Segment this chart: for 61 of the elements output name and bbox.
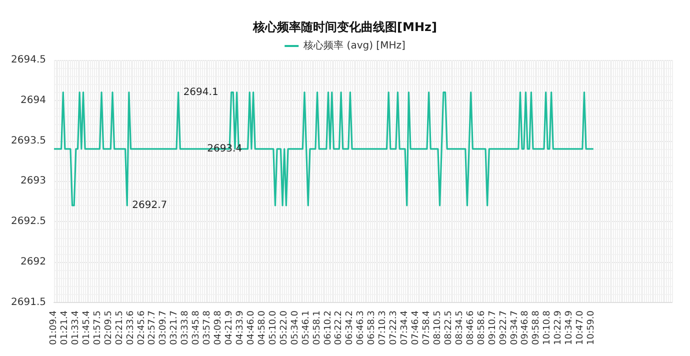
x-tick-label: 07:10.3 bbox=[378, 310, 388, 346]
x-tick-label: 08:10.5 bbox=[432, 310, 443, 346]
x-tick-label: 02:21.5 bbox=[114, 310, 125, 346]
x-tick-label: 06:46.3 bbox=[356, 310, 366, 346]
chart-title: 核心频率随时间变化曲线图[MHz] bbox=[252, 20, 437, 34]
x-tick-label: 04:46.0 bbox=[246, 310, 256, 346]
x-tick-label: 08:58.6 bbox=[476, 310, 487, 346]
x-tick-label: 03:21.7 bbox=[170, 310, 180, 346]
x-tick-label: 04:21.9 bbox=[224, 310, 235, 346]
x-tick-label: 06:58.3 bbox=[367, 310, 378, 346]
data-label: 2694.1 bbox=[183, 86, 218, 98]
x-tick-label: 07:22.3 bbox=[389, 310, 400, 346]
x-tick-label: 10:47.0 bbox=[576, 310, 586, 346]
x-tick-label: 05:10.0 bbox=[268, 310, 278, 346]
x-tick-label: 08:22.5 bbox=[444, 310, 454, 346]
x-tick-label: 10:59.0 bbox=[586, 310, 597, 346]
x-tick-label: 02:33.6 bbox=[126, 310, 136, 346]
y-tick-label: 2693 bbox=[20, 176, 46, 187]
x-tick-label: 09:34.7 bbox=[510, 310, 520, 346]
x-tick-label: 01:21.4 bbox=[60, 310, 70, 346]
y-tick-label: 2691.5 bbox=[10, 296, 46, 308]
x-tick-label: 06:22.2 bbox=[334, 310, 344, 346]
x-tick-label: 02:57.7 bbox=[148, 310, 158, 346]
x-tick-label: 10:10.8 bbox=[542, 310, 553, 346]
x-tick-label: 03:57.8 bbox=[202, 310, 213, 346]
x-tick-label: 10:22.9 bbox=[554, 310, 564, 346]
x-tick-label: 10:34.9 bbox=[564, 310, 575, 346]
y-tick-label: 2692 bbox=[20, 256, 46, 268]
x-tick-label: 06:34.2 bbox=[345, 310, 356, 346]
x-tick-label: 03:09.7 bbox=[158, 310, 169, 346]
legend-label: 核心频率 (avg) [MHz] bbox=[302, 40, 406, 52]
x-tick-label: 07:46.4 bbox=[411, 310, 422, 346]
x-tick-label: 03:45.8 bbox=[192, 310, 202, 346]
x-tick-label: 04:09.8 bbox=[214, 310, 224, 346]
x-tick-label: 06:10.2 bbox=[323, 310, 334, 346]
x-tick-label: 05:22.0 bbox=[279, 310, 290, 346]
data-label: 2692.7 bbox=[132, 200, 168, 211]
x-tick-label: 09:46.8 bbox=[520, 310, 531, 346]
x-tick-label: 07:58.4 bbox=[422, 310, 432, 346]
x-tick-label: 05:34.0 bbox=[290, 310, 300, 346]
x-tick-label: 09:22.7 bbox=[498, 310, 509, 346]
y-tick-label: 2692.5 bbox=[10, 216, 46, 228]
x-tick-label: 05:46.1 bbox=[301, 310, 312, 346]
x-tick-label: 04:58.0 bbox=[257, 310, 268, 346]
x-tick-label: 01:57.5 bbox=[92, 310, 103, 346]
x-tick-label: 02:09.5 bbox=[104, 310, 114, 346]
x-tick-label: 08:46.6 bbox=[466, 310, 476, 346]
x-tick-label: 09:58.8 bbox=[532, 310, 542, 346]
y-tick-label: 2693.5 bbox=[10, 135, 46, 146]
x-tick-label: 04:33.9 bbox=[235, 310, 246, 346]
x-tick-label: 09:10.7 bbox=[488, 310, 498, 346]
y-tick-label: 2694 bbox=[20, 94, 46, 106]
x-tick-label: 03:33.8 bbox=[180, 310, 191, 346]
x-tick-label: 05:58.1 bbox=[312, 310, 322, 346]
x-tick-label: 01:09.4 bbox=[48, 310, 59, 346]
x-tick-label: 07:34.4 bbox=[400, 310, 410, 346]
x-tick-label: 01:45.4 bbox=[82, 310, 92, 346]
x-tick-label: 08:34.5 bbox=[454, 310, 465, 346]
x-tick-label: 02:45.6 bbox=[136, 310, 147, 346]
x-tick-label: 01:33.4 bbox=[70, 310, 81, 346]
y-tick-label: 2694.5 bbox=[10, 54, 46, 66]
